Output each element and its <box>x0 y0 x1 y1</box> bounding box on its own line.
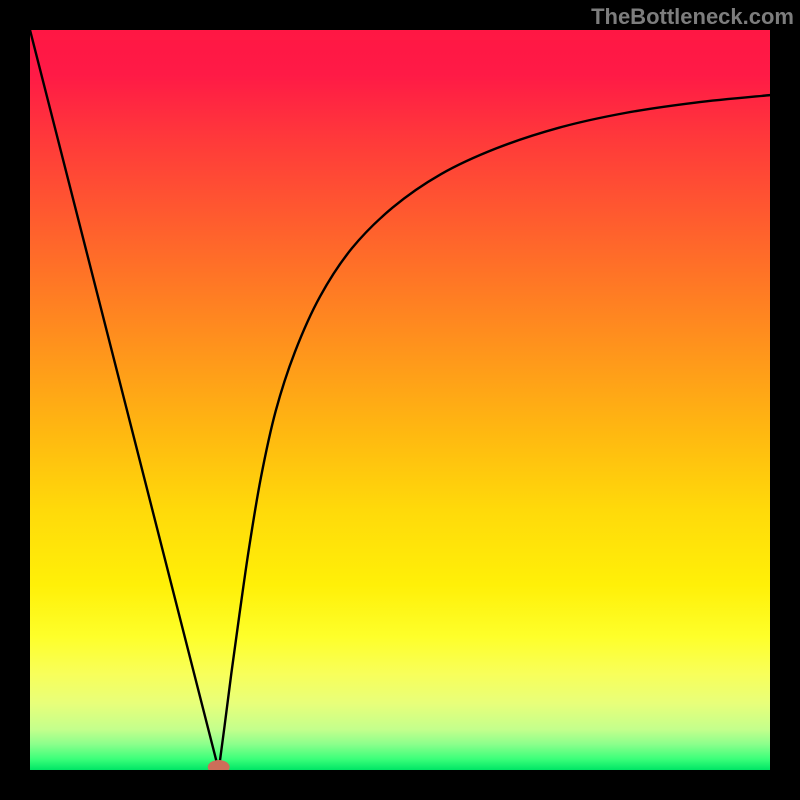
chart-svg <box>30 30 770 770</box>
gradient-background <box>30 30 770 770</box>
plot-area <box>30 30 770 770</box>
watermark-text: TheBottleneck.com <box>591 4 794 30</box>
